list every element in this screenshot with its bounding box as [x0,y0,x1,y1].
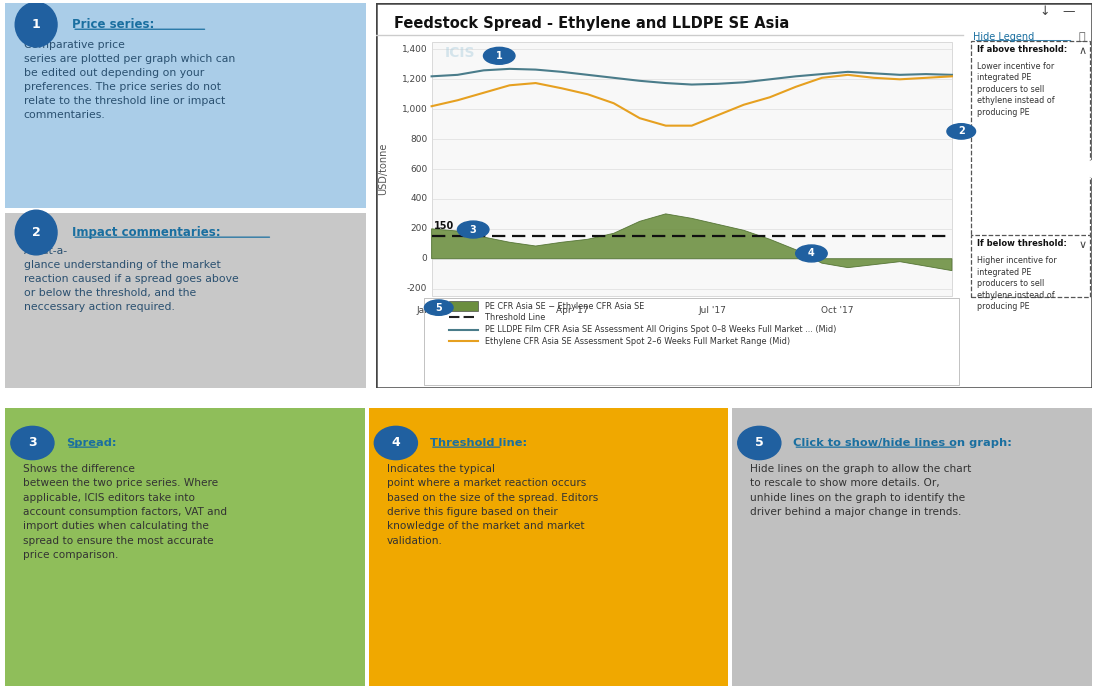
Text: If above threshold:: If above threshold: [977,45,1067,54]
Text: PE CFR Asia SE − Ethylene CFR Asia SE: PE CFR Asia SE − Ethylene CFR Asia SE [485,302,645,311]
FancyBboxPatch shape [376,3,1092,389]
Text: ICIS: ICIS [444,45,475,60]
FancyBboxPatch shape [425,298,959,385]
Text: Price series:: Price series: [72,18,155,31]
Text: Jul '17: Jul '17 [699,306,726,315]
FancyBboxPatch shape [431,42,952,296]
Polygon shape [431,214,952,271]
Text: 2: 2 [958,126,964,136]
Text: 1,200: 1,200 [402,75,428,84]
Text: 4: 4 [808,249,815,258]
Text: 600: 600 [410,165,428,174]
Text: 150: 150 [433,221,454,232]
Circle shape [425,300,453,316]
Text: 1,000: 1,000 [402,105,428,114]
FancyBboxPatch shape [5,214,366,389]
FancyBboxPatch shape [5,3,366,207]
Circle shape [457,221,489,238]
Text: 1,400: 1,400 [402,45,428,54]
Circle shape [947,124,975,139]
Circle shape [795,245,827,262]
Text: Indicates the typical
point where a market reaction occurs
based on the size of : Indicates the typical point where a mark… [387,464,598,546]
Text: -200: -200 [407,284,428,293]
Text: ↓: ↓ [1040,6,1050,19]
Text: Impact commentaries:: Impact commentaries: [72,226,220,239]
Text: 5: 5 [755,437,764,449]
Text: 2: 2 [32,226,41,239]
Text: Hide Legend: Hide Legend [973,32,1034,42]
Text: 1: 1 [32,18,41,31]
Text: 0: 0 [421,254,428,263]
Text: Threshold line:: Threshold line: [430,438,528,448]
Circle shape [11,426,54,460]
Text: Higher incentive for
integrated PE
producers to sell
ethylene instead of
produci: Higher incentive for integrated PE produ… [977,256,1056,311]
Text: 5: 5 [436,302,442,313]
Text: 3: 3 [29,437,36,449]
Text: Oct '17: Oct '17 [822,306,853,315]
Text: 4: 4 [392,437,400,449]
Text: 400: 400 [410,194,428,203]
Text: Click to show/hide lines on graph:: Click to show/hide lines on graph: [793,438,1013,448]
Text: Spread:: Spread: [67,438,117,448]
Text: ⎙: ⎙ [1078,32,1086,42]
Text: Shows the difference
between the two price series. Where
applicable, ICIS editor: Shows the difference between the two pri… [23,464,227,560]
Text: Hide lines on the graph to allow the chart
to rescale to show more details. Or,
: Hide lines on the graph to allow the cha… [750,464,972,517]
FancyBboxPatch shape [971,41,1090,238]
Text: An at-a-
glance understanding of the market
reaction caused if a spread goes abo: An at-a- glance understanding of the mar… [23,246,238,312]
Text: Jan '17: Jan '17 [416,306,446,315]
Text: 800: 800 [410,134,428,143]
Circle shape [15,210,57,255]
Text: USD/tonne: USD/tonne [377,143,388,195]
Text: Ethylene CFR Asia SE Assessment Spot 2–6 Weeks Full Market Range (Mid): Ethylene CFR Asia SE Assessment Spot 2–6… [485,337,790,346]
Text: 1: 1 [496,51,502,61]
Text: If below threshold:: If below threshold: [977,239,1067,248]
Text: PE LLDPE Film CFR Asia SE Assessment All Origins Spot 0–8 Weeks Full Market ... : PE LLDPE Film CFR Asia SE Assessment All… [485,325,837,334]
Text: ∨: ∨ [1078,240,1086,250]
Text: Comparative price
series are plotted per graph which can
be edited out depending: Comparative price series are plotted per… [23,40,235,120]
Text: ∧: ∧ [1078,45,1086,56]
Circle shape [374,426,418,460]
FancyBboxPatch shape [450,302,478,311]
Circle shape [484,48,514,64]
Text: Apr '17: Apr '17 [556,306,588,315]
Text: Threshold Line: Threshold Line [485,313,545,322]
Text: Feedstock Spread - Ethylene and LLDPE SE Asia: Feedstock Spread - Ethylene and LLDPE SE… [394,16,789,31]
Circle shape [738,426,781,460]
Circle shape [1084,158,1097,179]
Circle shape [15,2,57,47]
Text: 200: 200 [410,225,428,234]
FancyBboxPatch shape [971,235,1090,297]
Text: —: — [1062,6,1075,19]
Text: 3: 3 [470,225,476,234]
Text: Lower incentive for
integrated PE
producers to sell
ethylene instead of
producin: Lower incentive for integrated PE produc… [977,62,1054,116]
